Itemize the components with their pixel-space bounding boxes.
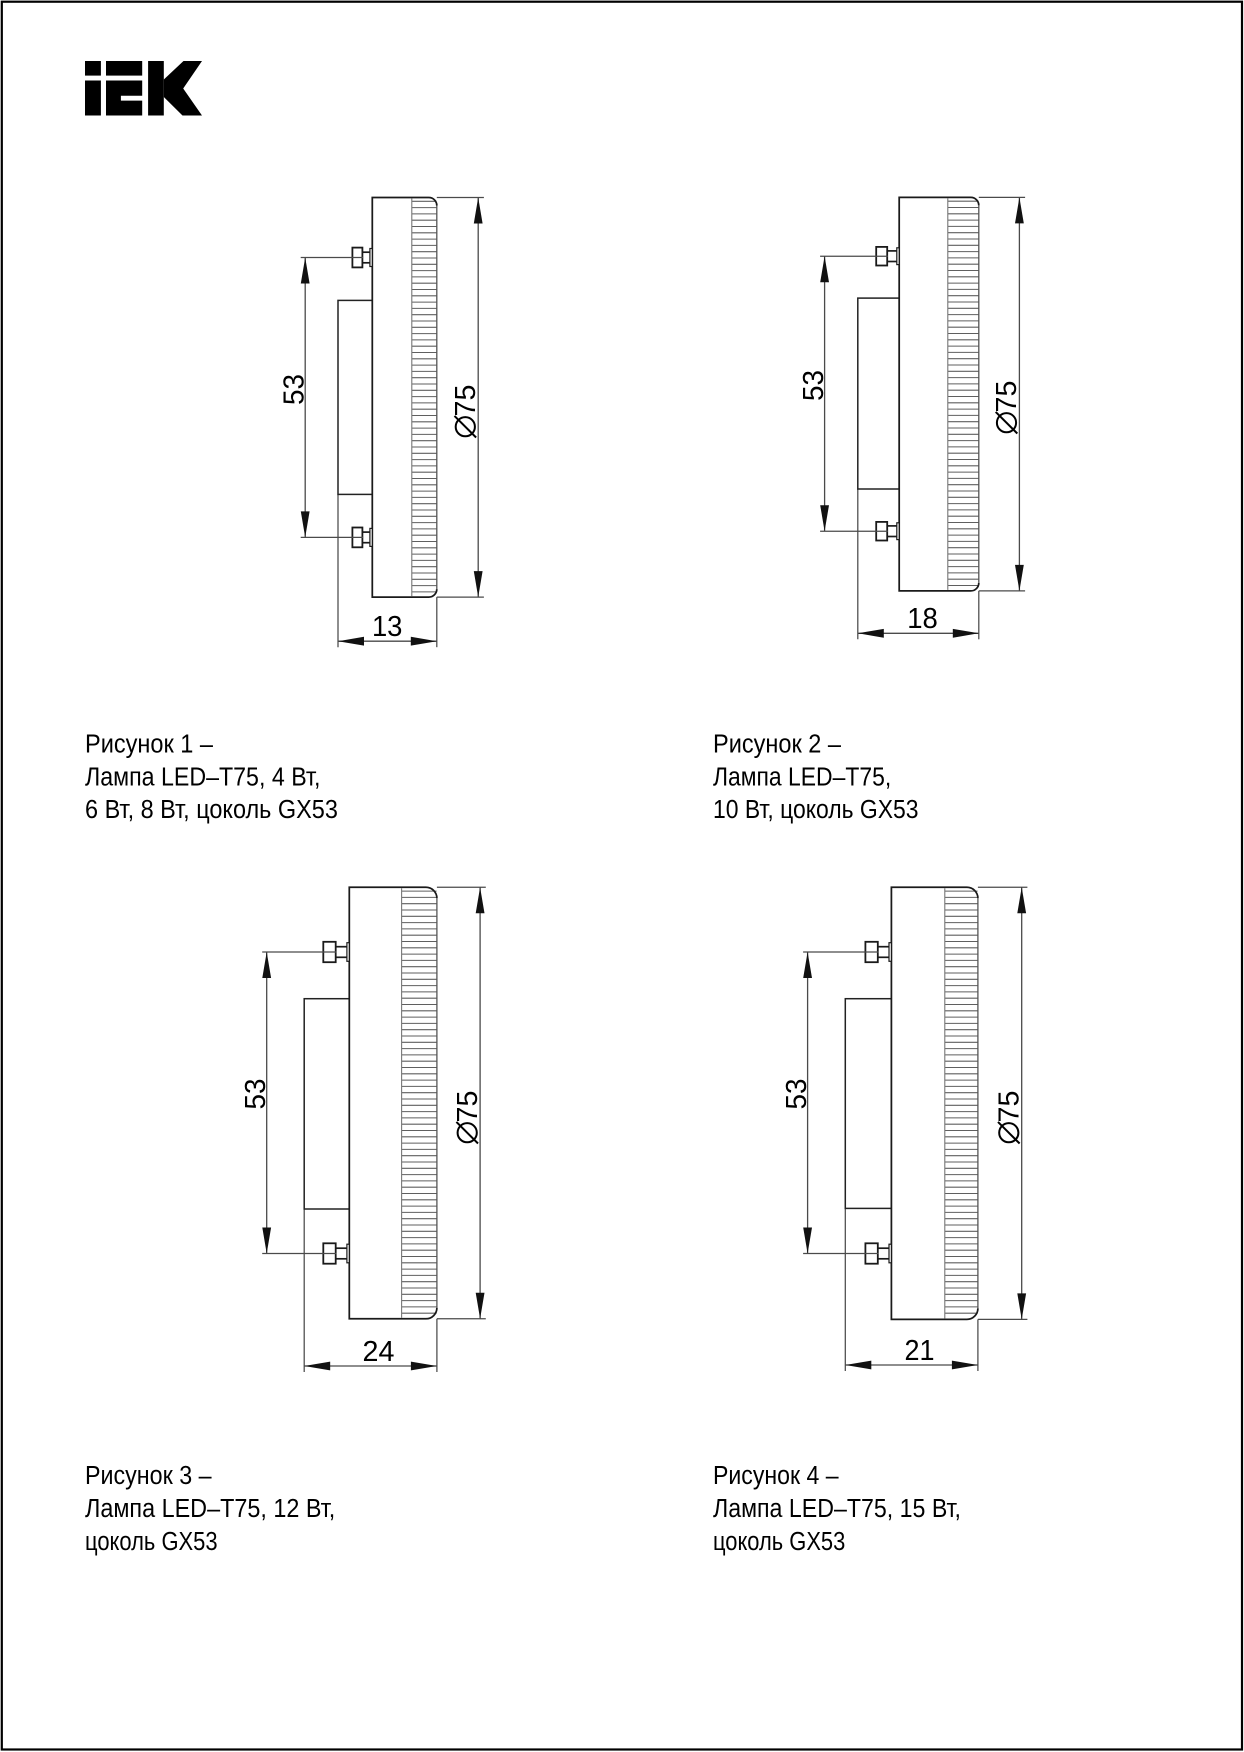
svg-text:цоколь GX53: цоколь GX53 xyxy=(85,1528,218,1556)
svg-text:Рисунок 1 –: Рисунок 1 – xyxy=(85,731,214,759)
svg-text:6 Вт, 8 Вт, цоколь GX53: 6 Вт, 8 Вт, цоколь GX53 xyxy=(85,796,338,824)
svg-text:53: 53 xyxy=(798,370,830,401)
svg-text:Рисунок 4 –: Рисунок 4 – xyxy=(713,1462,839,1490)
svg-text:75: 75 xyxy=(994,1091,1026,1123)
svg-text:Лампа LED–T75, 12 Вт,: Лампа LED–T75, 12 Вт, xyxy=(85,1495,335,1523)
svg-text:75: 75 xyxy=(450,385,482,417)
svg-text:21: 21 xyxy=(905,1335,935,1367)
svg-text:10 Вт, цоколь GX53: 10 Вт, цоколь GX53 xyxy=(713,796,919,824)
svg-text:53: 53 xyxy=(781,1079,813,1110)
svg-text:Лампа LED–T75, 15 Вт,: Лампа LED–T75, 15 Вт, xyxy=(713,1495,961,1523)
svg-text:75: 75 xyxy=(452,1091,484,1123)
svg-text:75: 75 xyxy=(991,381,1023,413)
svg-text:Рисунок 3 –: Рисунок 3 – xyxy=(85,1462,212,1490)
svg-text:18: 18 xyxy=(907,603,938,635)
svg-text:цоколь GX53: цоколь GX53 xyxy=(713,1528,845,1556)
svg-text:Лампа LED–T75,: Лампа LED–T75, xyxy=(713,763,891,791)
svg-text:13: 13 xyxy=(372,611,403,643)
svg-text:24: 24 xyxy=(363,1336,395,1368)
svg-text:Рисунок 2 –: Рисунок 2 – xyxy=(713,731,842,759)
svg-text:53: 53 xyxy=(240,1079,272,1110)
svg-text:Лампа LED–T75, 4 Вт,: Лампа LED–T75, 4 Вт, xyxy=(85,763,320,791)
svg-text:53: 53 xyxy=(279,374,311,405)
